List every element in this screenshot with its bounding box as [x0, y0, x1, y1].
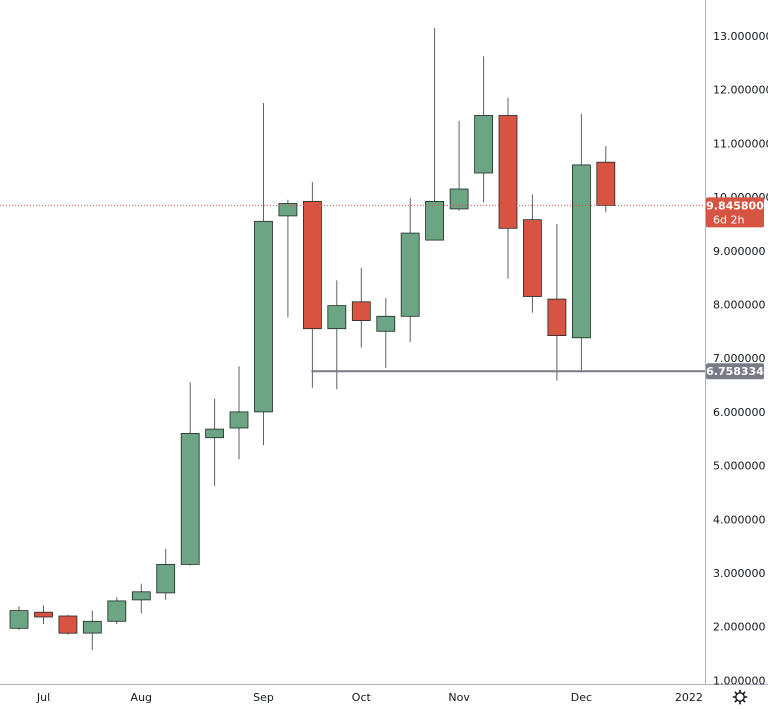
- candle-body-up: [254, 220, 273, 413]
- price-axis-ticks: 1.000000 2.000000 3.000000 4.000000 5.000000…: [713, 30, 768, 687]
- time-tick-label: Dec: [571, 691, 592, 704]
- candle[interactable]: [474, 56, 494, 203]
- price-tick-label: 4.000000: [713, 513, 766, 526]
- candle-body-up: [180, 432, 200, 565]
- time-tick-label: Nov: [448, 691, 470, 704]
- candle[interactable]: [523, 194, 542, 313]
- candle-body-down: [58, 615, 78, 634]
- candle[interactable]: [278, 199, 298, 318]
- time-tick-label: Sep: [253, 691, 274, 704]
- candle-body-down: [596, 161, 616, 206]
- candle[interactable]: [9, 606, 29, 630]
- price-tick-label: 6.000000: [713, 406, 766, 419]
- support-badge-bg: [706, 363, 764, 380]
- price-tick-label: 11.000000: [713, 137, 768, 150]
- candle-body-up: [107, 600, 127, 622]
- candle-body-up: [425, 200, 445, 241]
- price-tick-label: 2.000000: [713, 621, 766, 634]
- time-tick-label: Aug: [131, 691, 152, 704]
- candle[interactable]: [547, 224, 567, 381]
- bar-countdown-label: 6d 2h: [713, 213, 744, 226]
- candle-body-up: [572, 164, 591, 339]
- candle-body-up: [9, 610, 29, 629]
- candle-body-up: [156, 564, 176, 594]
- candle[interactable]: [180, 382, 200, 566]
- candle-body-up: [327, 305, 347, 330]
- candle[interactable]: [302, 182, 322, 388]
- time-tick-label: Oct: [352, 691, 372, 704]
- candle-body-down: [547, 298, 567, 337]
- plot-area[interactable]: [9, 27, 616, 650]
- current-price-badge-bg: [706, 197, 764, 228]
- candle[interactable]: [131, 583, 151, 614]
- price-tick-label: 5.000000: [713, 460, 766, 473]
- price-tick-label: 7.000000: [713, 352, 766, 365]
- candle[interactable]: [572, 113, 591, 372]
- candle-body-up: [376, 315, 396, 332]
- gear-icon[interactable]: [732, 689, 748, 705]
- candle-body-up: [474, 115, 494, 174]
- gear-tooth: [742, 699, 746, 703]
- candle-body-up: [229, 411, 249, 429]
- price-tick-label: 8.000000: [713, 299, 766, 312]
- candle-body-up: [205, 428, 225, 439]
- current-price-label: 9.845800: [706, 199, 764, 212]
- candle-body-down: [523, 219, 542, 297]
- candle[interactable]: [498, 97, 518, 279]
- candle-body-down: [351, 301, 371, 321]
- candle-body-down: [34, 611, 53, 618]
- candle[interactable]: [82, 610, 102, 650]
- candle[interactable]: [156, 548, 176, 600]
- gear-tooth: [734, 699, 738, 703]
- candle-body-up: [400, 232, 420, 317]
- candle-body-down: [498, 115, 518, 229]
- candle[interactable]: [449, 120, 469, 211]
- candle[interactable]: [254, 103, 273, 446]
- candle-body-up: [131, 591, 151, 601]
- gear-tooth: [734, 691, 738, 695]
- support-badge-label: 6.758334: [706, 365, 764, 378]
- price-tick-label: 9.000000: [713, 245, 766, 258]
- time-tick-label: Jul: [36, 691, 50, 704]
- candle-body-up: [82, 620, 102, 634]
- candle[interactable]: [327, 280, 347, 390]
- candle-body-down: [302, 200, 322, 330]
- candle[interactable]: [376, 298, 396, 368]
- price-tick-label: 12.000000: [713, 84, 768, 97]
- candle[interactable]: [229, 366, 249, 460]
- candle[interactable]: [425, 27, 445, 241]
- gear-tooth: [742, 691, 746, 695]
- support-price-badge: 6.758334: [706, 363, 764, 380]
- candle[interactable]: [205, 398, 225, 487]
- candle[interactable]: [351, 268, 371, 348]
- candle[interactable]: [400, 198, 420, 343]
- candle-body-up: [278, 203, 298, 217]
- time-tick-label: 2022: [675, 691, 703, 704]
- price-tick-label: 3.000000: [713, 567, 766, 580]
- price-tick-label: 13.000000: [713, 30, 768, 43]
- candle[interactable]: [107, 597, 127, 624]
- time-axis-ticks: Jul Aug Sep Oct Nov Dec 2022: [36, 691, 703, 704]
- candle[interactable]: [58, 614, 78, 635]
- candle-body-up: [449, 188, 469, 210]
- candle[interactable]: [596, 146, 616, 213]
- candle[interactable]: [34, 605, 53, 624]
- price-tick-label: 1.000000: [713, 674, 766, 687]
